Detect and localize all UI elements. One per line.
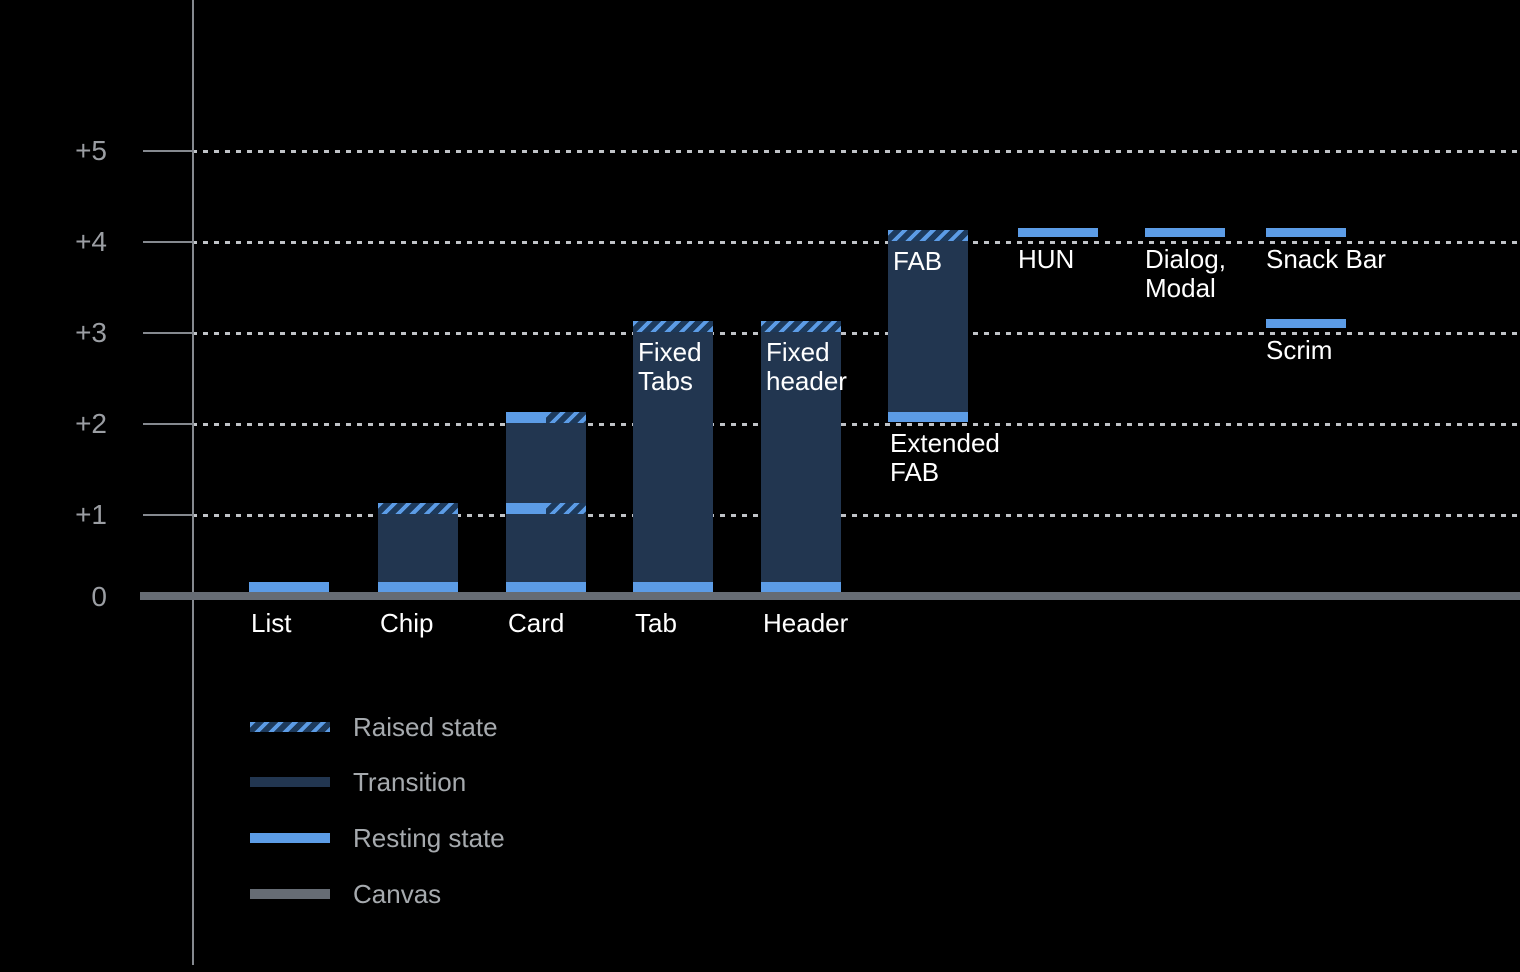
legend-label-raised: Raised state [353, 712, 498, 742]
legend-label-canvas: Canvas [353, 879, 442, 909]
fab-resting-band [888, 412, 968, 422]
header-inner-label: Fixed header [766, 337, 847, 396]
legend-swatch-raised [250, 722, 330, 732]
y-axis-label-4: +4 [75, 226, 107, 257]
fab-transition [888, 241, 968, 422]
header-transition [761, 332, 841, 592]
legend-label-transition: Transition [353, 767, 467, 797]
snack-bar-label: Snack Bar [1266, 244, 1386, 274]
tab-axis-label: Tab [635, 608, 677, 638]
list-axis-label: List [251, 608, 292, 638]
card-resting-band [506, 582, 586, 592]
y-axis-label-2: +2 [75, 408, 107, 439]
gridline-plus3 [192, 332, 1520, 335]
tick-plus4 [143, 241, 192, 243]
legend-swatch-transition [250, 777, 330, 787]
y-axis-line [192, 0, 194, 965]
card-resting-band-plus1 [506, 503, 546, 514]
dialog-modal-resting-band [1145, 228, 1225, 237]
tick-plus5 [143, 150, 192, 152]
fab-raised-band [888, 230, 968, 241]
card-axis-label: Card [508, 608, 565, 638]
legend-swatch-canvas [250, 889, 330, 899]
y-axis-label-3: +3 [75, 317, 107, 348]
tab-inner-label: Fixed Tabs [638, 337, 702, 396]
gridline-plus2 [192, 423, 1520, 426]
chip-resting-band [378, 582, 458, 592]
list-resting-band [249, 582, 329, 592]
legend-swatch-resting [250, 833, 330, 843]
card-resting-band-plus2 [506, 412, 546, 423]
gridline-plus1 [192, 514, 1520, 517]
hun-label: HUN [1018, 244, 1075, 274]
tab-raised-band [633, 321, 713, 332]
y-axis-label-5: +5 [75, 135, 107, 166]
dialog-modal-label: Dialog, Modal [1145, 244, 1226, 303]
gridline-plus4 [192, 241, 1520, 244]
chip-axis-label: Chip [380, 608, 434, 638]
header-resting-band [761, 582, 841, 592]
card-raised-band-plus2 [546, 412, 586, 423]
tab-resting-band [633, 582, 713, 592]
header-axis-label: Header [763, 608, 849, 638]
fab-below-label: Extended FAB [890, 428, 1000, 487]
chip-raised-band [378, 503, 458, 514]
header-raised-band [761, 321, 841, 332]
y-axis-label-1: +1 [75, 499, 107, 530]
canvas-baseline [140, 592, 1520, 600]
snack-bar-resting-band [1266, 228, 1346, 237]
tick-plus1 [143, 514, 192, 516]
tab-transition [633, 332, 713, 592]
tick-plus2 [143, 423, 192, 425]
gridline-plus5 [192, 150, 1520, 153]
y-axis-label-0: 0 [91, 581, 107, 612]
hun-resting-band [1018, 228, 1098, 237]
fab-inner-label: FAB [893, 246, 943, 276]
card-raised-band-plus1 [546, 503, 586, 514]
legend-label-resting: Resting state [353, 823, 505, 853]
chip-transition [378, 514, 458, 592]
tick-plus3 [143, 332, 192, 334]
scrim-label: Scrim [1266, 335, 1333, 365]
scrim-resting-band [1266, 319, 1346, 328]
